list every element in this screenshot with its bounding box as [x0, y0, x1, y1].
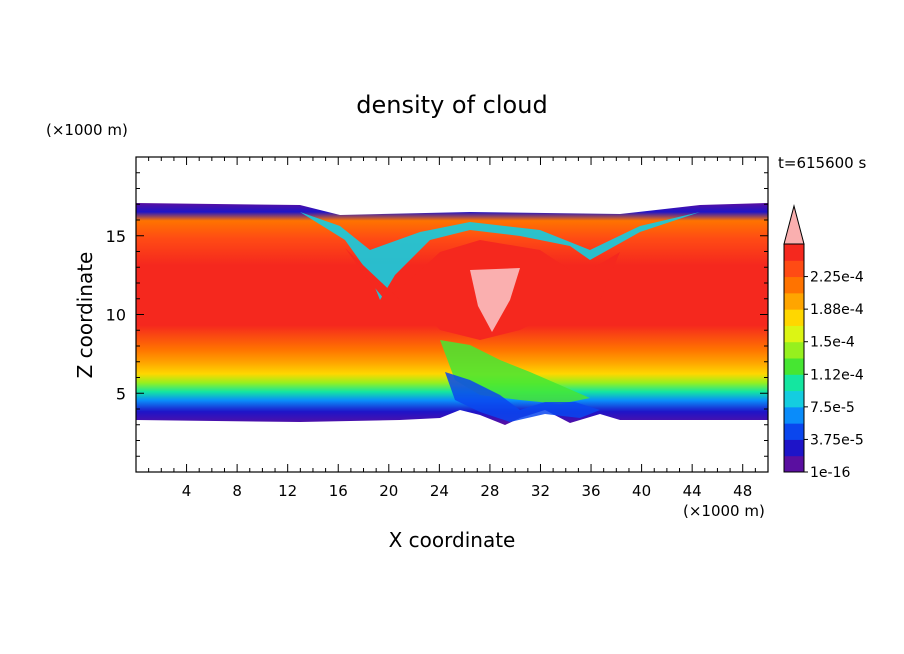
colorbar-swatch: [784, 309, 804, 326]
chart-title: density of cloud: [356, 91, 547, 119]
x-tick-label: 32: [531, 482, 550, 500]
x-tick-label: 44: [683, 482, 702, 500]
colorbar-swatch: [784, 390, 804, 408]
x-axis: 4 8 12 16 20 24 28 32 36 40 44 48: [148, 157, 756, 500]
colorbar-swatch: [784, 439, 804, 457]
x-tick-label: 16: [329, 482, 348, 500]
colorbar-swatch: [784, 260, 804, 278]
cloud-dip-edge: [300, 212, 700, 300]
x-tick-label: 28: [480, 482, 499, 500]
x-axis-label: X coordinate: [389, 528, 516, 552]
time-label: t=615600 s: [778, 154, 866, 172]
y-tick-label: 5: [116, 384, 126, 403]
colorbar-swatch: [784, 292, 804, 310]
cloud-lower-blue: [445, 372, 600, 422]
colorbar-tick-label: 2.25e-4: [810, 270, 864, 286]
colorbar-swatch: [784, 244, 804, 261]
y-axis-label: Z coordinate: [73, 252, 97, 379]
plot-area: [136, 157, 768, 472]
colorbar-extend-arrow: [783, 204, 805, 245]
colorbar-tick-label: 1e-16: [810, 465, 850, 481]
colorbar-frame: [783, 243, 805, 473]
x-tick-label: 24: [430, 482, 449, 500]
colorbar-swatch: [784, 325, 804, 343]
colorbar-tick-label: 1.5e-4: [810, 335, 855, 351]
x-tick-label: 48: [733, 482, 752, 500]
colorbar-tick-label: 3.75e-5: [810, 432, 864, 448]
x-unit-label: (×1000 m): [683, 502, 765, 520]
y-axis: 5 10 15: [106, 172, 768, 457]
colorbar-swatch: [784, 455, 804, 473]
colorbar-swatch: [784, 423, 804, 440]
colorbar-swatch: [784, 276, 804, 294]
x-tick-label: 40: [632, 482, 651, 500]
cloud-core-peak: [470, 268, 520, 332]
colorbar-tick-label: 1.12e-4: [810, 367, 864, 383]
colorbar-swatch: [784, 358, 804, 375]
y-tick-label: 15: [106, 227, 126, 246]
colorbar-swatch: [784, 341, 804, 359]
x-tick-label: 4: [182, 482, 192, 500]
y-unit-label: (×1000 m): [46, 121, 128, 139]
colorbar-tick-label: 7.5e-5: [810, 400, 855, 416]
x-tick-label: 12: [278, 482, 297, 500]
colorbar-tick-label: 1.88e-4: [810, 302, 864, 318]
x-tick-label: 8: [232, 482, 242, 500]
y-tick-label: 10: [106, 306, 126, 325]
colorbar: 1e-16 3.75e-5 7.5e-5 1.12e-4 1.5e-4 1.88e-4 2.…: [783, 204, 864, 481]
colorbar-swatch: [784, 374, 804, 392]
x-tick-label: 20: [379, 482, 398, 500]
colorbar-swatch: [784, 406, 804, 424]
x-tick-label: 36: [581, 482, 600, 500]
